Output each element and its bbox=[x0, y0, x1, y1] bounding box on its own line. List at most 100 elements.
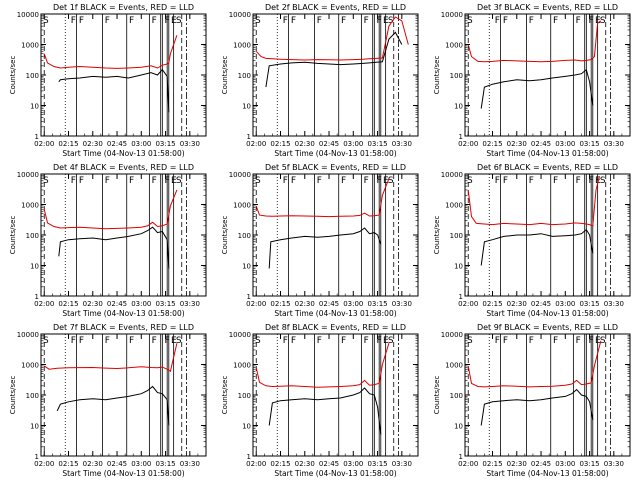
y-tick-label: 1000 bbox=[233, 202, 251, 210]
panel-title: Det 5f BLACK = Events, RED = LLD bbox=[265, 163, 406, 172]
y-tick-label: 1000 bbox=[445, 42, 463, 50]
flag-label: S bbox=[388, 176, 394, 186]
y-axis-label: Counts/sec bbox=[221, 56, 229, 95]
y-tick-label: 10 bbox=[30, 263, 39, 271]
y-tick-label: 10000 bbox=[441, 331, 463, 339]
x-tick-label: 02:30 bbox=[295, 140, 315, 148]
y-axis-label: Counts/sec bbox=[433, 376, 441, 415]
panel-title: Det 8f BLACK = Events, RED = LLD bbox=[265, 323, 406, 332]
y-tick-label: 10 bbox=[454, 103, 463, 111]
y-tick-label: 1 bbox=[459, 133, 463, 141]
y-tick-label: 1 bbox=[459, 453, 463, 461]
lld-series-line bbox=[43, 189, 178, 230]
y-tick-label: 1 bbox=[35, 453, 39, 461]
flag-label: F bbox=[503, 16, 508, 26]
y-tick-label: 1000 bbox=[233, 362, 251, 370]
y-axis-label: Counts/sec bbox=[9, 56, 17, 95]
y-axis-label: Counts/sec bbox=[9, 376, 17, 415]
flag-label: F bbox=[341, 16, 346, 26]
flag-label: F bbox=[152, 16, 157, 26]
flag-label: S bbox=[43, 176, 49, 186]
panel-title: Det 2f BLACK = Events, RED = LLD bbox=[265, 3, 406, 12]
x-tick-label: 02:15 bbox=[270, 460, 290, 468]
lld-series-line bbox=[467, 176, 600, 227]
flag-label: F bbox=[152, 176, 157, 186]
flag-label: F bbox=[317, 336, 322, 346]
flag-label: E bbox=[595, 336, 601, 346]
events-series-line bbox=[480, 388, 594, 426]
y-axis-label: Counts/sec bbox=[433, 56, 441, 95]
y-tick-label: 10 bbox=[30, 103, 39, 111]
x-axis-label: Start Time (04-Nov-13 01:58:00) bbox=[486, 149, 608, 158]
x-tick-label: 02:15 bbox=[58, 460, 78, 468]
events-series-line bbox=[480, 68, 594, 109]
y-tick-label: 100 bbox=[238, 232, 251, 240]
flag-label: F bbox=[341, 336, 346, 346]
flag-label: F bbox=[377, 16, 382, 26]
events-series-line bbox=[58, 68, 170, 113]
x-tick-label: 03:30 bbox=[392, 140, 412, 148]
x-tick-label: 03:15 bbox=[367, 300, 387, 308]
y-tick-label: 1000 bbox=[233, 42, 251, 50]
y-tick-label: 1000 bbox=[21, 362, 39, 370]
y-tick-label: 100 bbox=[238, 392, 251, 400]
panel-title: Det 9f BLACK = Events, RED = LLD bbox=[477, 323, 618, 332]
flag-label: F bbox=[105, 336, 110, 346]
events-series-line bbox=[480, 228, 594, 266]
panel-title: Det 1f BLACK = Events, RED = LLD bbox=[53, 3, 194, 12]
flag-label: S bbox=[467, 336, 473, 346]
x-tick-label: 02:00 bbox=[246, 460, 266, 468]
flag-label: F bbox=[317, 176, 322, 186]
x-tick-label: 03:15 bbox=[155, 460, 175, 468]
y-tick-label: 100 bbox=[238, 72, 251, 80]
flag-label: F bbox=[79, 16, 84, 26]
flag-label: E bbox=[171, 336, 177, 346]
y-axis-label: Counts/sec bbox=[221, 376, 229, 415]
y-axis-label: Counts/sec bbox=[221, 216, 229, 255]
flag-label: S bbox=[176, 336, 182, 346]
y-axis-label: Counts/sec bbox=[9, 216, 17, 255]
flag-label: S bbox=[388, 16, 394, 26]
x-tick-label: 03:15 bbox=[155, 300, 175, 308]
flag-label: F bbox=[377, 336, 382, 346]
y-tick-label: 1000 bbox=[445, 202, 463, 210]
flag-label: F bbox=[283, 336, 288, 346]
x-tick-label: 02:00 bbox=[246, 140, 266, 148]
x-tick-label: 03:15 bbox=[367, 460, 387, 468]
y-tick-label: 10000 bbox=[229, 331, 251, 339]
plot-frame bbox=[40, 173, 207, 297]
plot-frame bbox=[252, 173, 419, 297]
x-tick-label: 03:30 bbox=[604, 300, 624, 308]
flag-label: F bbox=[291, 16, 296, 26]
flag-label: F bbox=[503, 336, 508, 346]
x-tick-label: 02:00 bbox=[246, 300, 266, 308]
x-tick-label: 03:30 bbox=[392, 460, 412, 468]
flag-label: E bbox=[595, 16, 601, 26]
y-tick-label: 1 bbox=[247, 133, 251, 141]
events-series-line bbox=[268, 227, 382, 269]
flag-label: F bbox=[589, 336, 594, 346]
flag-label: F bbox=[364, 336, 369, 346]
x-tick-label: 02:45 bbox=[531, 300, 551, 308]
flag-label: E bbox=[171, 16, 177, 26]
x-tick-label: 02:30 bbox=[83, 140, 103, 148]
x-axis-label: Start Time (04-Nov-13 01:58:00) bbox=[62, 149, 184, 158]
x-tick-label: 02:45 bbox=[319, 140, 339, 148]
flag-label: F bbox=[71, 336, 76, 346]
flag-label: S bbox=[600, 176, 606, 186]
x-tick-label: 03:30 bbox=[392, 300, 412, 308]
x-tick-label: 02:30 bbox=[295, 300, 315, 308]
flag-label: F bbox=[341, 176, 346, 186]
lld-series-line bbox=[43, 343, 178, 373]
x-tick-label: 02:45 bbox=[531, 140, 551, 148]
y-tick-label: 10 bbox=[242, 263, 251, 271]
flag-label: F bbox=[165, 176, 170, 186]
lld-series-line bbox=[255, 178, 390, 218]
flag-label: S bbox=[255, 176, 261, 186]
x-axis-label: Start Time (04-Nov-13 01:58:00) bbox=[274, 469, 396, 478]
flag-label: S bbox=[467, 176, 473, 186]
